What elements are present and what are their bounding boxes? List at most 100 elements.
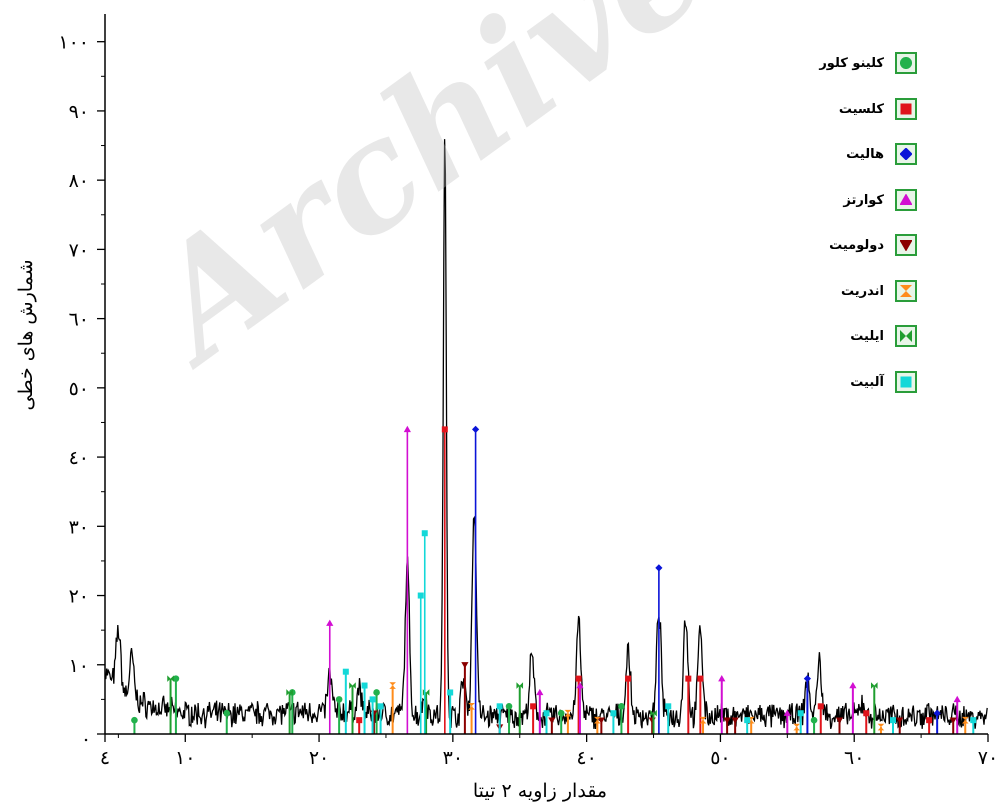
y-tick-label: ٦۰ [69,309,89,331]
reference-marker [685,675,692,682]
reference-marker [326,619,334,626]
legend-marker-icon [900,376,912,387]
reference-marker [576,681,584,689]
reference-marker [356,717,363,724]
y-tick-label: ۱۰۰ [58,32,89,54]
reference-marker [131,716,138,724]
y-tick-label: . [83,724,89,746]
reference-marker [597,717,605,724]
legend-item: دولومیت [800,230,928,266]
legend-label: کلسیت [838,101,884,117]
reference-marker [650,709,657,717]
reference-marker [422,689,430,696]
reference-marker [665,703,672,710]
reference-marker [849,681,857,689]
reference-marker [648,717,656,724]
legend-marker-icon [900,103,912,114]
legend-marker-icon [900,330,912,342]
reference-marker [625,675,632,682]
legend: کلینو کلور کلسیت هالیت کوارتز دولومیت اندریت ا… [800,48,928,416]
y-axis-ticks: . ۱۰ ۲۰ ۳۰ ٤۰ ٥۰ ٦۰ ۷۰ ۸۰ ۹۰ ۱۰۰ [58,32,105,746]
reference-marker [441,426,448,433]
legend-marker-shape [900,193,912,205]
y-axis-label: شمارش های خطی [15,260,37,411]
reference-marker [461,662,469,669]
legend-swatch [895,52,917,74]
legend-item: کوارتز [800,185,928,221]
legend-item: ایلیت [800,321,928,357]
legend-swatch [895,279,917,302]
reference-marker [817,703,824,710]
reference-marker [543,710,550,717]
reference-marker [172,675,180,682]
reference-marker [349,682,356,689]
reference-marker [421,530,428,537]
legend-item: کلینو کلور [800,48,928,84]
legend-label: کوارتز [843,192,884,208]
reference-marker [516,682,524,689]
reference-marker [403,425,411,433]
reference-marker [863,710,870,717]
legend-item: کلسیت [800,94,928,130]
x-tick-label: ۷۰ [978,747,998,769]
reference-marker [369,696,376,703]
legend-marker-icon [900,284,912,297]
reference-marker [618,703,625,710]
legend-swatch [895,188,917,211]
reference-marker [471,425,480,433]
y-tick-label: ٤۰ [69,447,89,469]
reference-marker [610,710,617,717]
reference-marker [335,696,343,703]
reference-marker [377,703,384,710]
x-tick-label: ٤ [100,747,110,769]
phase-series-8 [342,530,977,734]
y-tick-label: ٥۰ [69,378,89,400]
reference-marker [530,703,537,710]
reference-marker [926,717,933,724]
reference-marker [961,716,969,724]
reference-marker [548,717,556,724]
y-tick-label: ۳۰ [69,516,89,538]
reference-marker [373,689,380,696]
reference-marker [286,689,293,696]
reference-marker [697,675,704,682]
reference-marker [167,675,174,682]
x-tick-label: ٦۰ [844,747,864,769]
x-tick-label: ۳۰ [443,747,463,769]
phase-series-4 [326,425,961,734]
legend-marker-shape [900,240,912,251]
reference-marker [896,717,904,724]
legend-label: آلبیت [850,374,884,390]
reference-marker [797,710,804,717]
reference-marker [417,592,424,599]
legend-swatch [895,143,917,165]
legend-item: هالیت [800,139,928,175]
legend-marker-shape [900,330,912,342]
legend-marker-shape [900,103,912,114]
reference-marker [933,709,941,717]
reference-marker [744,717,751,724]
legend-marker-shape [900,376,912,387]
reference-marker [564,709,572,717]
x-tick-label: ٥۰ [710,747,730,769]
reference-marker [877,723,885,731]
reference-marker [949,717,957,724]
reference-marker [870,682,878,689]
reference-marker [783,709,791,716]
x-axis-ticks: ٤ ۱۰ ۲۰ ۳۰ ٤۰ ٥۰ ٦۰ ۷۰ [100,734,998,769]
legend-label: اندریت [841,283,884,299]
y-tick-label: ۸۰ [69,170,89,192]
reference-marker [731,717,739,724]
reference-marker [223,709,231,717]
reference-marker [468,703,475,710]
legend-swatch [895,325,917,347]
x-axis-label: مقدار زاویه ۲ تیتا [473,780,607,802]
legend-marker-icon [900,57,912,69]
phase-reference-sticks [131,425,977,734]
x-tick-label: ۲۰ [309,747,329,769]
reference-marker [803,675,811,683]
y-tick-label: ۲۰ [69,586,89,608]
x-tick-label: ۱۰ [175,747,195,769]
legend-marker-shape [900,148,912,160]
reference-marker [793,723,800,731]
